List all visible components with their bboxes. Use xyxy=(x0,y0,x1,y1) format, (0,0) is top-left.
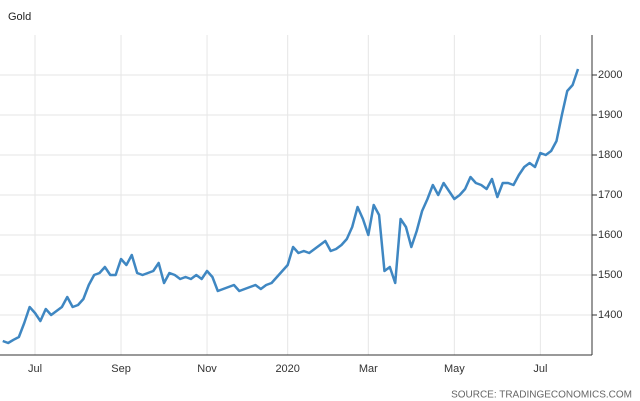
x-tick-label: Sep xyxy=(111,363,131,375)
y-tick-label: 1900 xyxy=(598,109,622,121)
x-tick-label: May xyxy=(444,363,465,375)
x-tick-label: Mar xyxy=(359,363,378,375)
y-tick-label: 1800 xyxy=(598,149,622,161)
x-tick-label: Nov xyxy=(197,363,217,375)
y-tick-label: 2000 xyxy=(598,69,622,81)
x-tick-label: Jul xyxy=(28,363,42,375)
source-note: SOURCE: TRADINGECONOMICS.COM xyxy=(451,390,632,401)
y-tick-label: 1700 xyxy=(598,189,622,201)
chart-title: Gold xyxy=(8,11,31,23)
y-tick-label: 1500 xyxy=(598,269,622,281)
x-tick-label: Jul xyxy=(533,363,547,375)
data-line xyxy=(2,68,580,345)
y-tick-label: 1400 xyxy=(598,309,622,321)
y-tick-label: 1600 xyxy=(598,229,622,241)
x-tick-label: 2020 xyxy=(275,363,299,375)
